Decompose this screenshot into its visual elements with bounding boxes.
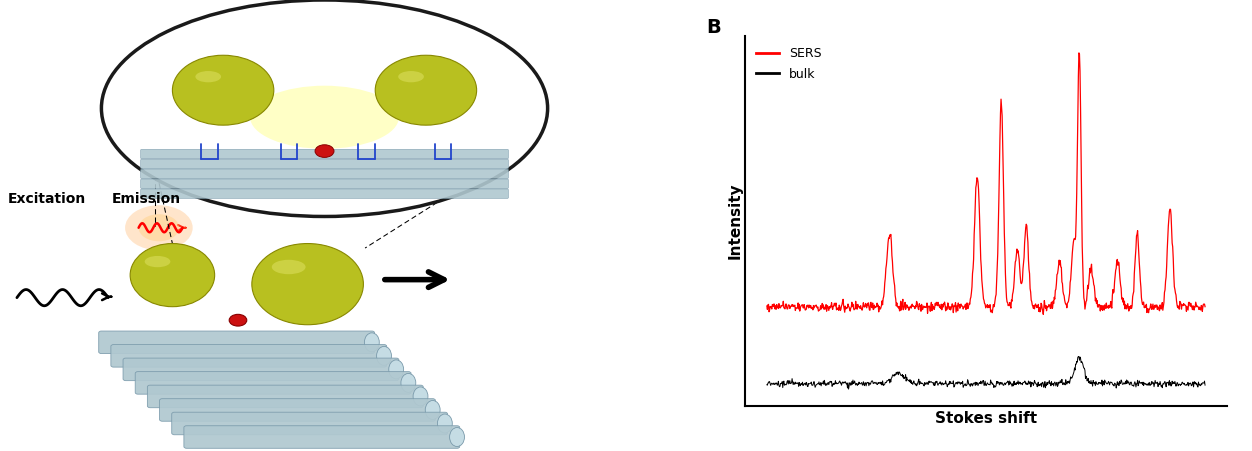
Ellipse shape: [413, 387, 428, 406]
FancyBboxPatch shape: [135, 372, 411, 394]
FancyBboxPatch shape: [99, 331, 374, 354]
FancyBboxPatch shape: [140, 159, 508, 169]
FancyBboxPatch shape: [140, 169, 508, 179]
Text: Emission: Emission: [111, 192, 180, 206]
Ellipse shape: [401, 373, 416, 392]
FancyBboxPatch shape: [140, 179, 508, 189]
Circle shape: [139, 214, 179, 241]
Ellipse shape: [388, 360, 403, 379]
FancyBboxPatch shape: [159, 399, 436, 421]
Circle shape: [229, 314, 247, 326]
FancyBboxPatch shape: [184, 426, 459, 448]
X-axis label: Stokes shift: Stokes shift: [935, 411, 1037, 427]
Ellipse shape: [250, 86, 399, 149]
Text: B: B: [706, 18, 721, 37]
Ellipse shape: [252, 244, 363, 325]
FancyBboxPatch shape: [111, 345, 387, 367]
Y-axis label: Intensity: Intensity: [727, 183, 742, 259]
Ellipse shape: [437, 414, 452, 433]
Ellipse shape: [376, 55, 477, 125]
FancyBboxPatch shape: [140, 189, 508, 198]
Ellipse shape: [195, 71, 222, 82]
Legend: SERS, bulk: SERS, bulk: [751, 42, 826, 86]
Circle shape: [125, 205, 193, 250]
Ellipse shape: [173, 55, 274, 125]
Ellipse shape: [449, 428, 464, 446]
Ellipse shape: [145, 256, 170, 267]
FancyBboxPatch shape: [140, 149, 508, 159]
Ellipse shape: [101, 0, 547, 216]
Ellipse shape: [130, 244, 214, 307]
FancyBboxPatch shape: [148, 385, 423, 408]
FancyBboxPatch shape: [123, 358, 399, 381]
Circle shape: [316, 145, 334, 157]
Ellipse shape: [398, 71, 424, 82]
Ellipse shape: [426, 400, 441, 419]
Text: Excitation: Excitation: [8, 192, 86, 206]
FancyBboxPatch shape: [172, 412, 447, 435]
Ellipse shape: [272, 260, 305, 274]
Ellipse shape: [377, 346, 392, 365]
Ellipse shape: [364, 333, 379, 352]
